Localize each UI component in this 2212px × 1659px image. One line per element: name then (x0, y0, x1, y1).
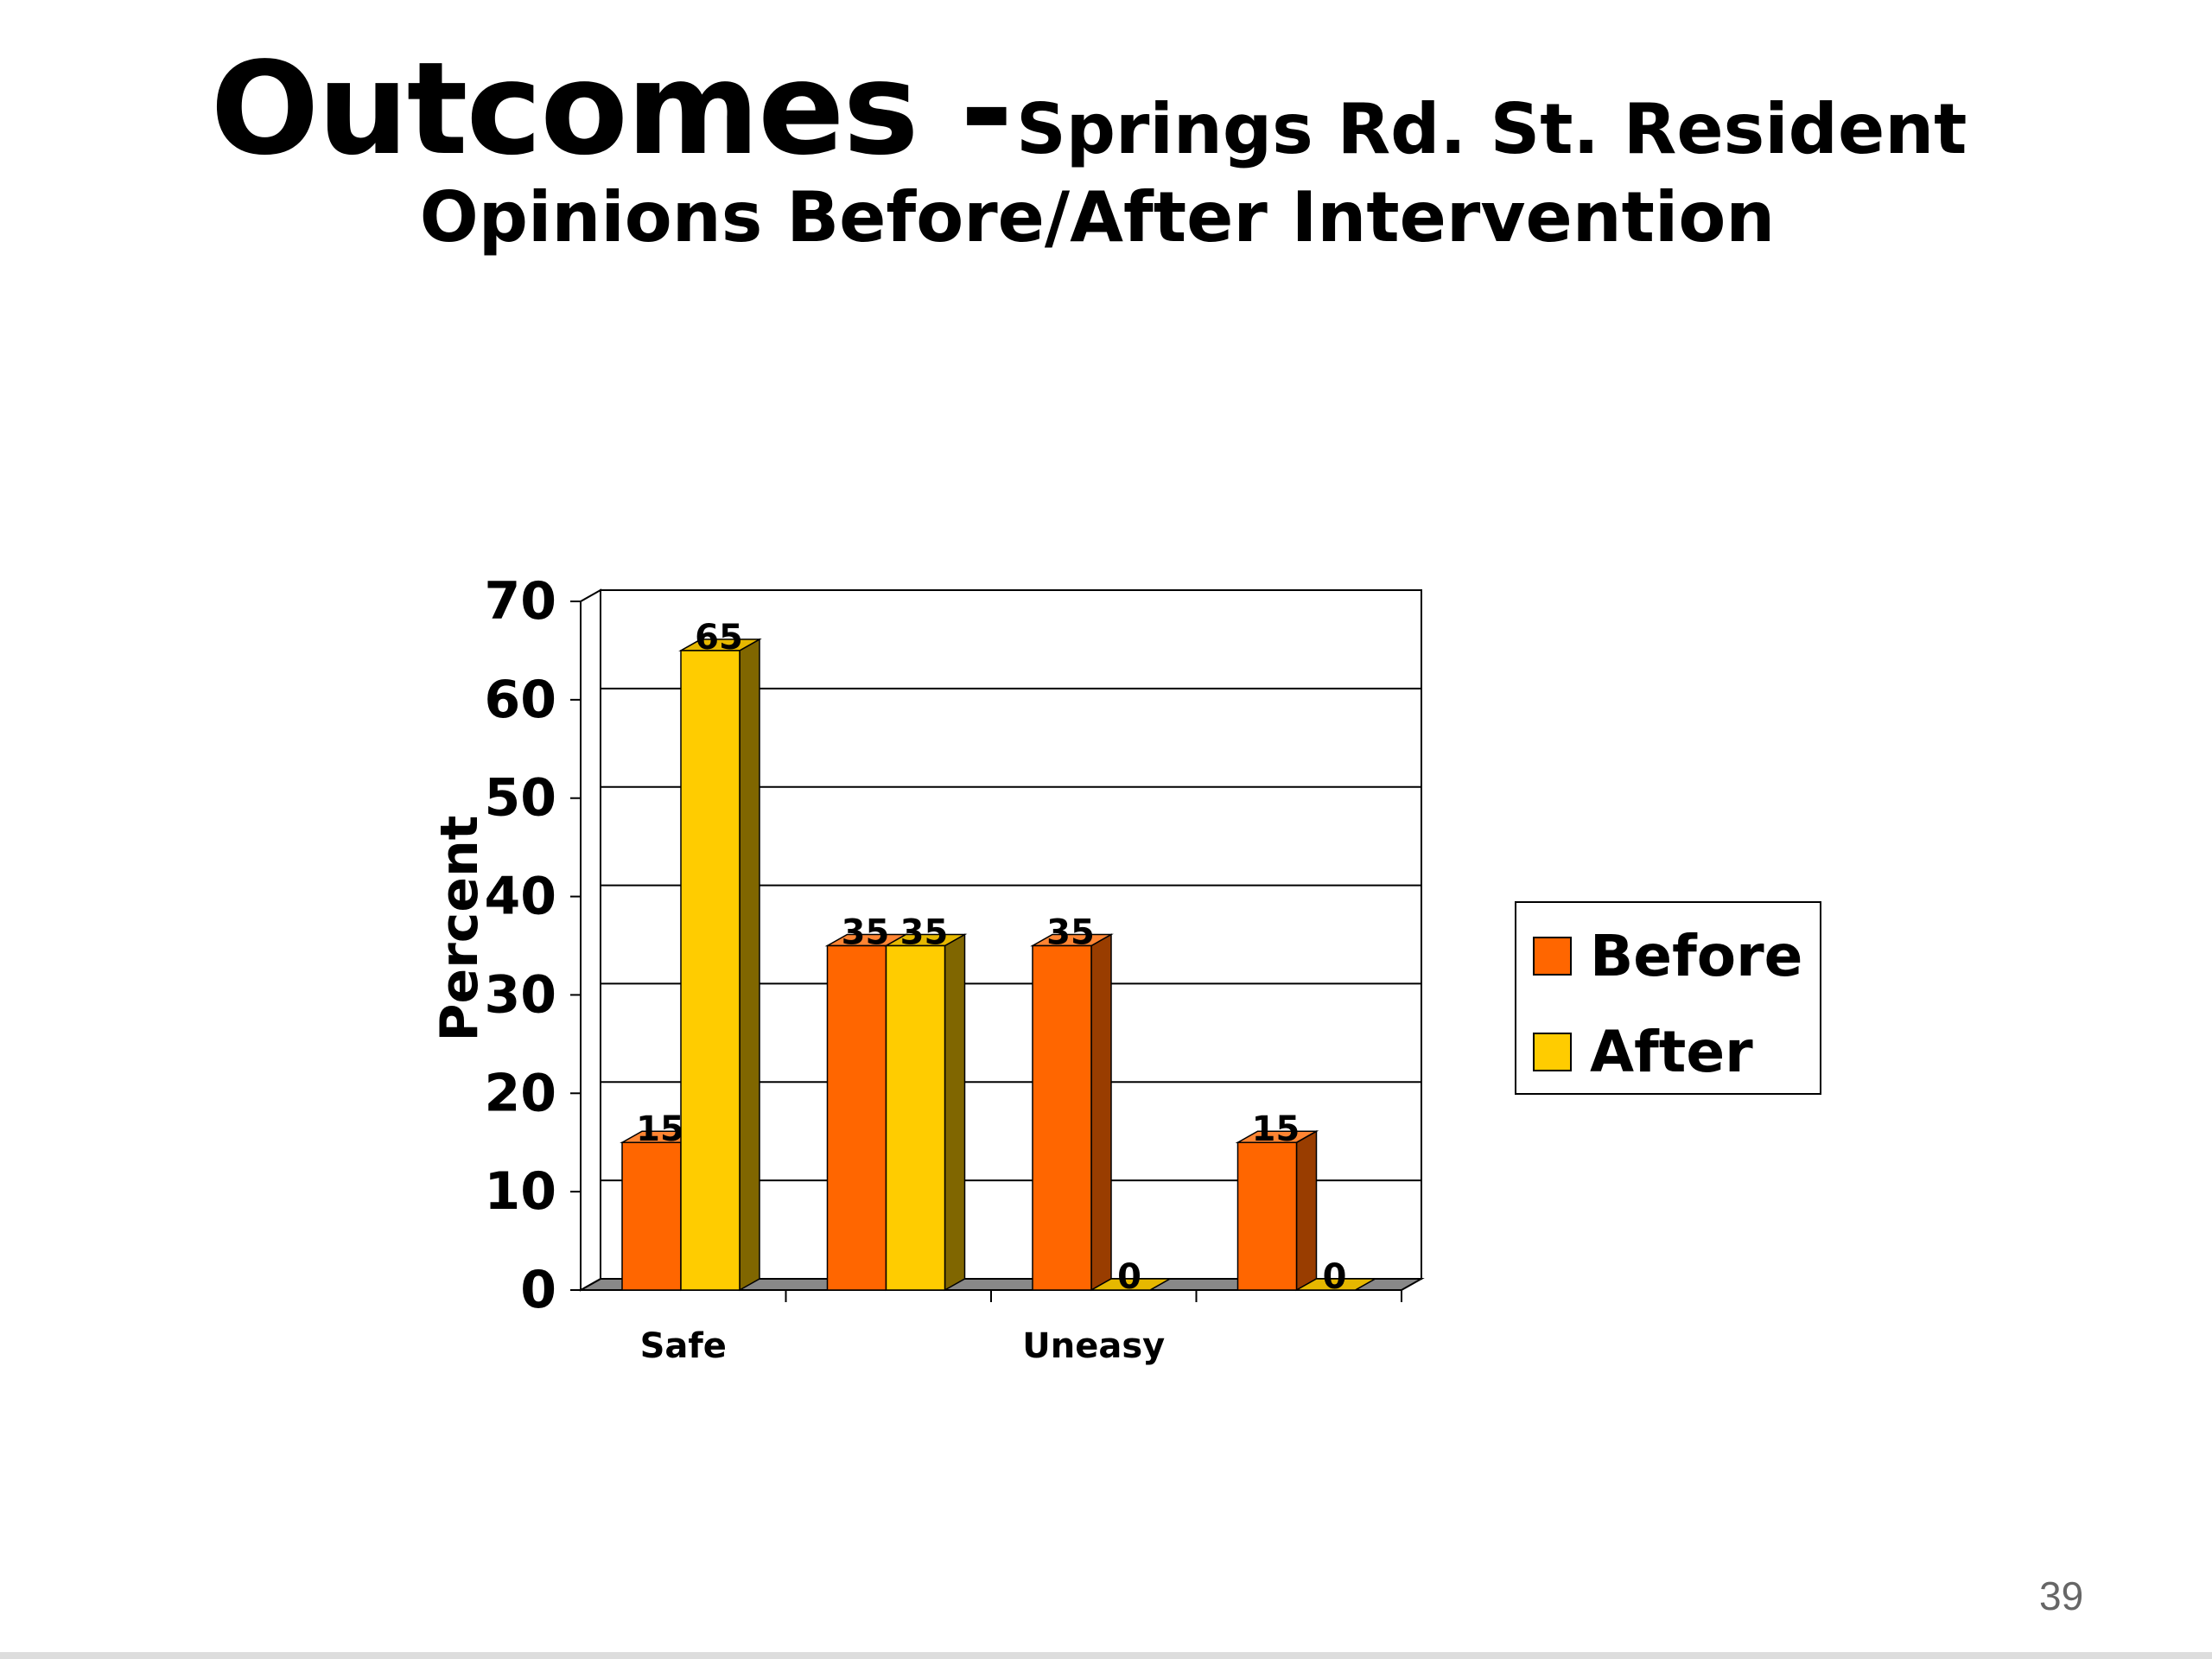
legend-label: After (1590, 1019, 1753, 1085)
bar (1236, 1141, 1298, 1291)
bar (885, 944, 946, 1291)
y-tick-label: 10 (485, 1161, 557, 1222)
chart-subtitle: Springs Rd. St. Resident (1016, 89, 1967, 169)
y-tick-label: 0 (520, 1260, 556, 1320)
chart-title: Outcomes - (210, 35, 1014, 183)
bar (1032, 944, 1092, 1291)
y-tick-label: 60 (485, 670, 557, 730)
y-tick-label: 50 (485, 768, 557, 829)
y-tick-label: 40 (485, 867, 557, 927)
page-number: 39 (2039, 1573, 2084, 1618)
value-label: 0 (1117, 1257, 1141, 1297)
x-tick-label: Safe (640, 1326, 727, 1366)
value-label: 15 (636, 1109, 684, 1149)
bar-top (1089, 1278, 1173, 1291)
bottom-bar (0, 1652, 2212, 1659)
bar-side (944, 933, 966, 1292)
value-label: 65 (695, 618, 743, 658)
legend-swatch (1533, 937, 1572, 976)
bar-side (1090, 933, 1112, 1292)
side-wall (580, 588, 601, 1292)
y-axis-label: Percent (429, 816, 490, 1042)
value-label: 0 (1323, 1257, 1347, 1297)
value-label: 35 (900, 913, 949, 953)
bar (826, 944, 887, 1291)
bar (621, 1141, 682, 1291)
value-label: 35 (842, 913, 890, 953)
legend-label: Before (1590, 923, 1802, 989)
bar-side (739, 638, 760, 1292)
bar-side (1295, 1129, 1318, 1292)
value-label: 35 (1046, 913, 1095, 953)
title-line: Outcomes - Springs Rd. St. Resident (0, 35, 2195, 183)
legend-swatch (1533, 1033, 1572, 1071)
y-tick-label: 20 (485, 1063, 557, 1123)
x-tick-label: Uneasy (1022, 1326, 1165, 1366)
y-tick-label: 70 (485, 571, 557, 632)
chart-subtitle: Opinions Before/After Intervention (419, 177, 1776, 257)
y-tick-label: 30 (485, 964, 557, 1025)
value-label: 15 (1252, 1109, 1300, 1149)
bar (680, 650, 741, 1291)
bar-top (1294, 1278, 1378, 1291)
